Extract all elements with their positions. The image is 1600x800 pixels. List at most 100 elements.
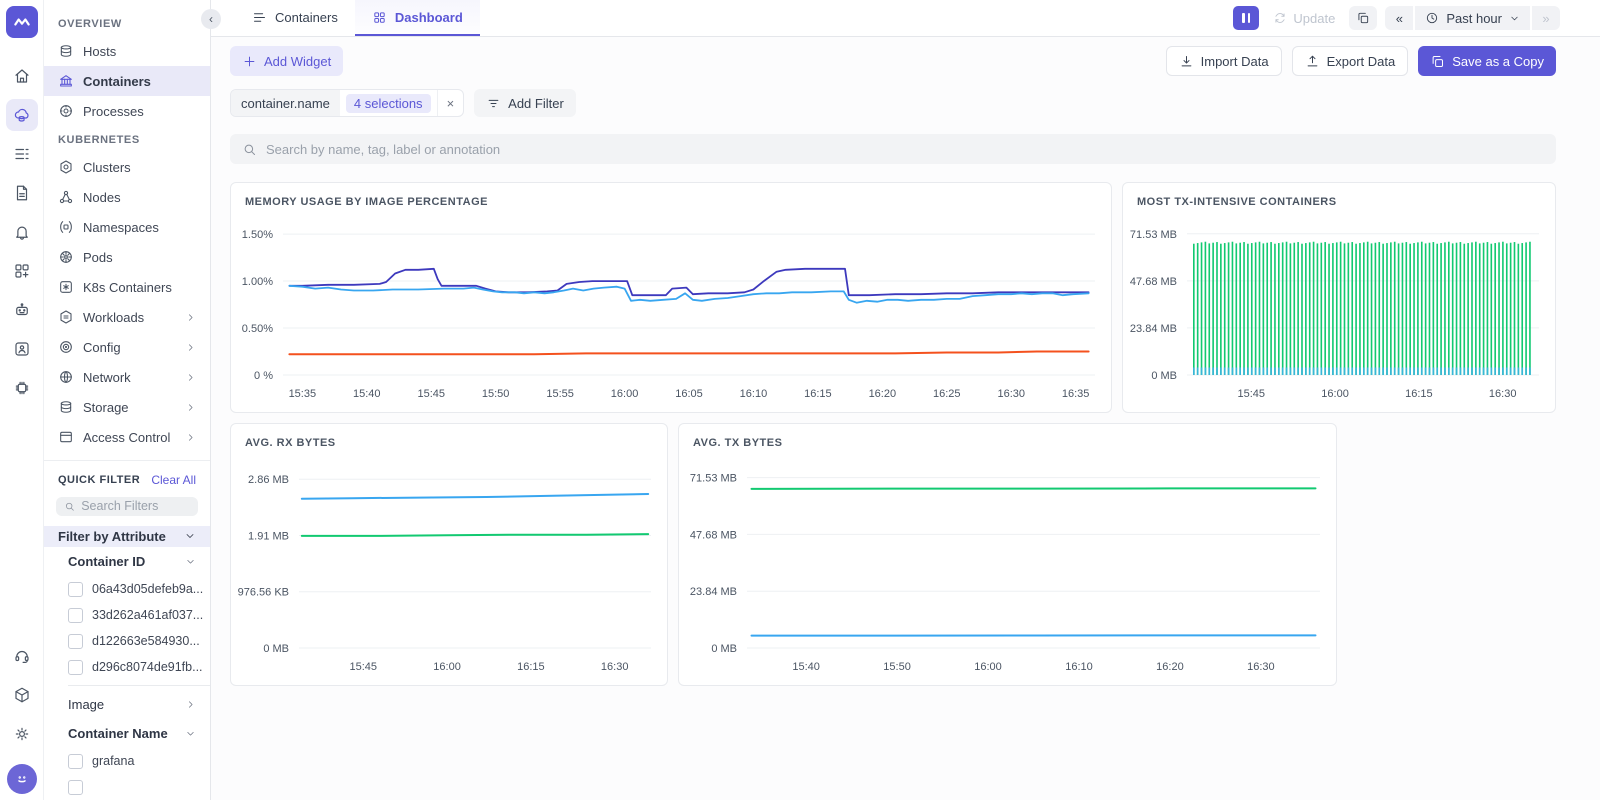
- checkbox-icon[interactable]: [68, 753, 83, 769]
- time-range-button[interactable]: Past hour: [1415, 6, 1530, 30]
- filter-option-d296c8074de9[interactable]: d296c8074de91fb...: [44, 654, 210, 680]
- sidebar-item-access-control[interactable]: Access Control: [44, 422, 210, 452]
- filter-option-partial[interactable]: [44, 774, 210, 800]
- chevron-down-icon: [1511, 16, 1518, 20]
- svg-text:0 MB: 0 MB: [711, 643, 737, 655]
- filter-chip-value[interactable]: 4 selections: [345, 93, 431, 113]
- filter-option-06a43d05defe[interactable]: 06a43d05defeb9a...: [44, 576, 210, 602]
- checkbox-icon[interactable]: [68, 607, 83, 623]
- sidebar-item-label: Pods: [83, 249, 113, 265]
- tab-containers[interactable]: Containers: [235, 0, 355, 36]
- dashlist-icon: [14, 148, 29, 160]
- settings-gear-icon[interactable]: [6, 718, 38, 750]
- filter-option-33d262a461af[interactable]: 33d262a461af037...: [44, 602, 210, 628]
- sidebar-item-containers[interactable]: Containers: [44, 66, 210, 96]
- add-widget-button[interactable]: Add Widget: [230, 46, 344, 76]
- checkbox-icon[interactable]: [68, 581, 83, 597]
- sidebar-item-storage[interactable]: Storage: [44, 392, 210, 422]
- sidebar-item-config[interactable]: Config: [44, 332, 210, 362]
- filter-by-attribute-row[interactable]: Filter by Attribute: [44, 525, 210, 547]
- svg-text:15:55: 15:55: [546, 388, 574, 400]
- filter-search[interactable]: [56, 497, 198, 516]
- infra-list-icon[interactable]: [6, 138, 38, 170]
- tx-intensive-chart: 0 MB 23.84 MB 47.68 MB 71.53 MB 15:45 16:00 16…: [1123, 212, 1555, 405]
- svg-text:16:30: 16:30: [1247, 661, 1275, 673]
- import-data-button[interactable]: Import Data: [1165, 46, 1282, 76]
- avg-tx-chart: 0 MB 23.84 MB 47.68 MB 71.53 MB 15:40 15:50 16…: [679, 453, 1336, 678]
- checkbox-icon[interactable]: [68, 779, 83, 795]
- svg-text:15:40: 15:40: [792, 661, 820, 673]
- svg-text:15:45: 15:45: [417, 388, 445, 400]
- gridadd-icon: [14, 264, 29, 278]
- sidebar-item-network[interactable]: Network: [44, 362, 210, 392]
- chart-svg: 0 % 0.50% 1.00% 1.50% 15:35 15:40 15:45 15:50 15…: [242, 229, 1095, 400]
- gear-icon: [15, 727, 28, 741]
- filter-group-image[interactable]: Image: [44, 690, 210, 719]
- filter-group-container-id[interactable]: Container ID: [44, 547, 210, 576]
- filter-by-attribute-label: Filter by Attribute: [58, 528, 166, 544]
- sidebar-item-clusters[interactable]: Clusters: [44, 152, 210, 182]
- filter-chip-field: container.name: [231, 90, 340, 116]
- main-search[interactable]: [230, 134, 1556, 164]
- add-filter-label: Add Filter: [508, 95, 564, 111]
- save-as-copy-button[interactable]: Save as a Copy: [1418, 46, 1556, 76]
- sidebar-item-label: K8s Containers: [83, 279, 172, 295]
- database-icon: [58, 399, 74, 415]
- export-data-button[interactable]: Export Data: [1291, 46, 1409, 76]
- bot-icon[interactable]: [6, 294, 38, 326]
- search-icon: [65, 502, 74, 511]
- pod-icon: [58, 249, 74, 265]
- tab-dashboard[interactable]: Dashboard: [354, 0, 480, 36]
- copy-view-button[interactable]: [1349, 6, 1378, 30]
- sidebar-nav: OVERVIEW Hosts Containers Processes KUBERNET…: [44, 10, 210, 452]
- filter-search-input[interactable]: [81, 499, 190, 514]
- sidebar-item-workloads[interactable]: Workloads: [44, 302, 210, 332]
- client-icon[interactable]: [6, 333, 38, 365]
- svg-text:47.68 MB: 47.68 MB: [690, 529, 737, 541]
- home-icon[interactable]: [6, 60, 38, 92]
- sidebar-item-label: Clusters: [83, 159, 131, 175]
- main-search-input[interactable]: [266, 141, 1544, 157]
- add-filter-button[interactable]: Add Filter: [474, 89, 576, 117]
- sidebar-collapse-button[interactable]: ‹: [201, 9, 221, 29]
- filter-option-d122663e5849[interactable]: d122663e584930...: [44, 628, 210, 654]
- sidebar-item-k8s-containers[interactable]: K8s Containers: [44, 272, 210, 302]
- sidebar-item-label: Processes: [83, 103, 144, 119]
- sidebar-item-pods[interactable]: Pods: [44, 242, 210, 272]
- chip-icon[interactable]: [6, 372, 38, 404]
- time-prev-button[interactable]: «: [1385, 6, 1414, 30]
- checkbox-icon[interactable]: [68, 659, 83, 675]
- update-button[interactable]: Update: [1267, 11, 1341, 26]
- logo-wave-icon: [13, 18, 30, 26]
- checkbox-icon[interactable]: [68, 633, 83, 649]
- memory-usage-title: MEMORY USAGE BY IMAGE PERCENTAGE: [245, 196, 488, 208]
- chat-avatar[interactable]: [6, 764, 37, 794]
- svg-text:16:15: 16:15: [1405, 388, 1433, 400]
- brand-logo[interactable]: [5, 6, 38, 38]
- logs-icon[interactable]: [6, 177, 38, 209]
- install-package-icon[interactable]: [6, 679, 38, 711]
- filter-chip-close-icon[interactable]: ×: [436, 90, 464, 116]
- support-headset-icon[interactable]: [6, 640, 38, 672]
- sidebar-item-nodes[interactable]: Nodes: [44, 182, 210, 212]
- filter-group-container-name[interactable]: Container Name: [44, 719, 210, 748]
- clear-all-link[interactable]: Clear All: [151, 473, 196, 487]
- alerts-bell-icon[interactable]: [6, 216, 38, 248]
- tab-label: Dashboard: [394, 9, 463, 25]
- sidebar-item-label: Hosts: [83, 43, 117, 59]
- filter-option-grafana[interactable]: grafana: [44, 748, 210, 774]
- sidebar-item-hosts[interactable]: Hosts: [44, 36, 210, 66]
- sidebar-item-namespaces[interactable]: Namespaces: [44, 212, 210, 242]
- dashboard-content: Add Widget Import Data Export Data Save …: [211, 37, 1600, 800]
- smiley-icon: [17, 776, 26, 783]
- sidebar-item-processes[interactable]: Processes: [44, 96, 210, 126]
- dashboards-add-icon[interactable]: [6, 255, 38, 287]
- containers-icon[interactable]: [5, 99, 38, 131]
- quick-filter-title: QUICK FILTER: [58, 474, 141, 486]
- time-next-button[interactable]: »: [1532, 6, 1560, 30]
- pause-button[interactable]: [1233, 6, 1260, 30]
- chevron-right-icon: [185, 402, 196, 413]
- chip-icon: [15, 381, 28, 395]
- chevron-right-icon: [185, 342, 196, 353]
- window-icon: [58, 429, 74, 445]
